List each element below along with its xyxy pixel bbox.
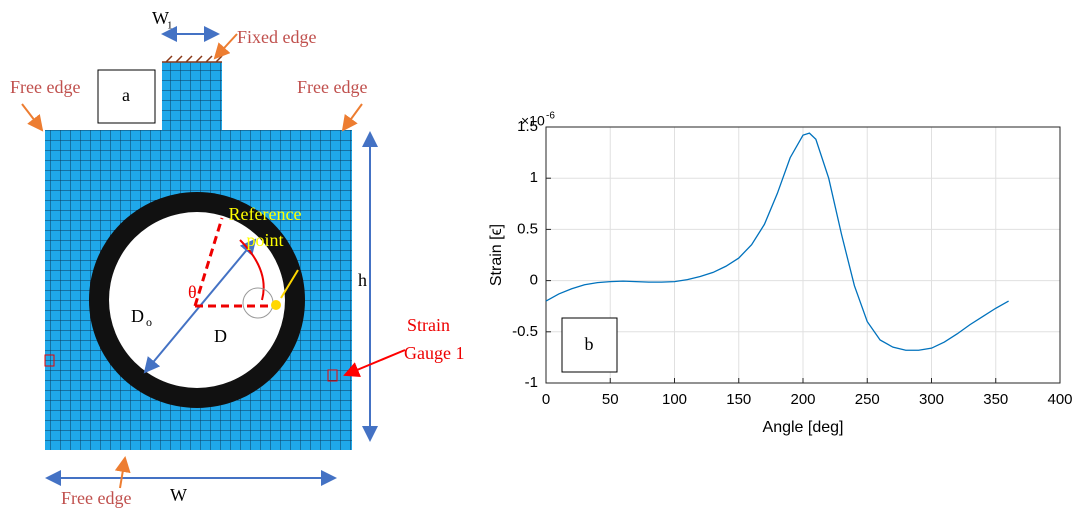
reference-label: Reference xyxy=(229,204,302,224)
x-tick-label: 300 xyxy=(919,391,944,408)
panel-box xyxy=(561,317,618,373)
d-outer-label: D xyxy=(131,306,144,326)
y-exponent-power: -6 xyxy=(546,111,555,122)
x-tick-label: 50 xyxy=(602,391,619,408)
w1-sub: 1 xyxy=(167,20,173,32)
y-tick-label: -1 xyxy=(525,374,538,391)
x-tick-label: 350 xyxy=(983,391,1008,408)
gauge-right xyxy=(327,369,338,382)
reference-dot xyxy=(271,300,281,310)
x-tick-label: 100 xyxy=(662,391,687,408)
d-outer-sub: o xyxy=(146,315,152,329)
w-label: W xyxy=(170,485,187,505)
d-label: D xyxy=(214,326,227,346)
reference-label: point xyxy=(246,230,283,250)
angle-arc xyxy=(239,239,265,301)
x-tick-label: 200 xyxy=(790,391,815,408)
x-tick-label: 400 xyxy=(1047,391,1072,408)
gauge-label: Gauge 1 xyxy=(404,343,464,363)
x-axis-label: Angle [deg] xyxy=(763,419,844,436)
tab-mesh xyxy=(162,62,222,132)
fixed-arrow xyxy=(213,33,238,60)
fixed-edge: Fixed edge xyxy=(237,27,316,47)
axes-box xyxy=(545,126,1061,384)
panel-box xyxy=(97,69,156,124)
gauge-arrow xyxy=(343,349,406,377)
y-tick-label: 1 xyxy=(530,169,538,186)
y-tick-label: -0.5 xyxy=(512,323,538,340)
diagram: W 1 Fixed edge Free edge Free edge Free … xyxy=(10,8,464,508)
free-arrow xyxy=(114,456,131,489)
y-tick-label: 1.5 xyxy=(517,118,538,135)
gauge-left xyxy=(44,354,55,367)
panel-label: b xyxy=(585,334,594,354)
data-line xyxy=(545,132,1009,351)
w1-label: W xyxy=(152,8,169,28)
gauge-label: Strain xyxy=(407,315,450,335)
x-tick-label: 0 xyxy=(542,391,550,408)
fixed-hatch xyxy=(162,55,223,63)
panel-label: a xyxy=(122,85,130,105)
free-edge: Free edge xyxy=(61,488,131,508)
y-tick-label: 0.5 xyxy=(517,220,538,237)
free-edge: Free edge xyxy=(10,77,80,97)
y-tick-label: 0 xyxy=(530,272,538,289)
y-exponent: ×10 xyxy=(521,113,545,129)
theta-label: θ xyxy=(188,282,197,302)
chart: Angle [deg] Strain [ϵ] ×10 -6 0 50 100 150 2… xyxy=(488,111,1072,437)
ref-arrow xyxy=(280,269,299,299)
free-arrow xyxy=(341,103,363,132)
free-edge: Free edge xyxy=(297,77,367,97)
x-tick-label: 250 xyxy=(855,391,880,408)
h-label: h xyxy=(358,270,367,290)
x-tick-label: 150 xyxy=(726,391,751,408)
y-axis-label: Strain [ϵ] xyxy=(488,224,505,286)
angle-lines xyxy=(193,217,272,308)
free-arrow xyxy=(21,103,44,132)
